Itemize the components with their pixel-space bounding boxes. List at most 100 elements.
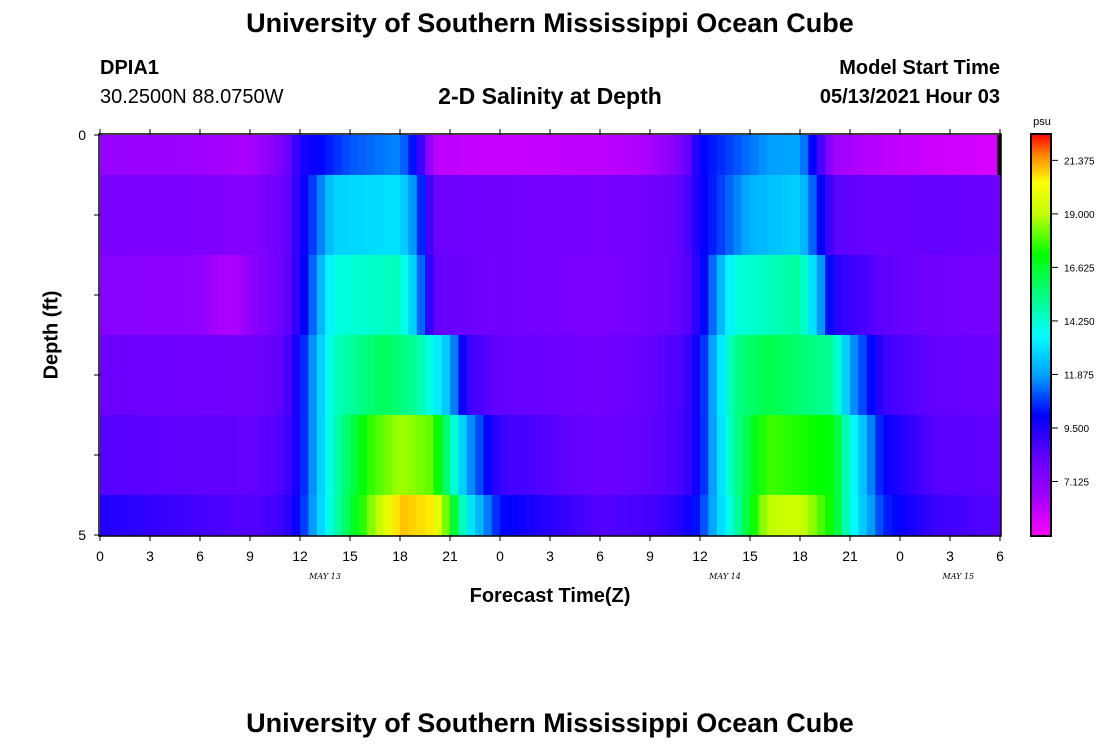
heatmap-cell [258,135,268,176]
heatmap-cell [583,175,593,256]
heatmap-cell [400,135,409,176]
heatmap-cell [500,175,509,256]
heatmap-cell [450,255,459,336]
heatmap-cell [625,135,634,176]
heatmap-cell [233,335,243,416]
heatmap-cell [208,175,218,256]
heatmap-cell [758,135,768,176]
heatmap-cell [200,175,209,256]
heatmap-cell [275,415,284,496]
heatmap-cell [383,415,393,496]
heatmap-cell [633,135,643,176]
heatmap-cell [900,135,909,176]
heatmap-cell [200,335,209,416]
heatmap-cell [575,255,584,336]
heatmap-cell [658,175,668,256]
heatmap-cell [158,495,168,536]
heatmap-cell [608,415,618,496]
heatmap-cell [500,495,509,536]
heatmap-cell [800,415,809,496]
heatmap-cell [533,335,543,416]
heatmap-cell [591,415,601,496]
heatmap-cell [358,255,368,336]
heatmap-cell [258,255,268,336]
heatmap-cell [683,135,693,176]
heatmap-cell [541,255,551,336]
heatmap-cell [508,255,518,336]
station-id: DPIA1 [100,57,159,79]
heatmap-cell [358,175,368,256]
heatmap-cell [783,135,793,176]
heatmap-cell [125,175,134,256]
date-label: MAY 13 [308,572,341,581]
heatmap-cell [275,175,284,256]
heatmap-cell [141,255,151,336]
heatmap-cell [750,335,759,416]
heatmap-cell [416,255,426,336]
heatmap-cell [133,175,143,256]
heatmap-cell [558,175,568,256]
heatmap-cell [450,495,459,536]
heatmap-cell [725,175,734,256]
heatmap-cell [391,135,401,176]
heatmap-cell [208,335,218,416]
heatmap-cell [825,135,834,176]
heatmap-cell [100,175,109,256]
heatmap-cell [375,135,384,176]
colorbar-unit-label: psu [1033,116,1051,128]
heatmap-cell [291,415,301,496]
heatmap-cell [133,335,143,416]
heatmap-cell [741,175,751,256]
heatmap-cell [908,335,918,416]
heatmap-cell [716,335,726,416]
heatmap-cell [425,495,434,536]
heatmap-cell [658,495,668,536]
heatmap-cell [850,175,859,256]
heatmap-cell [525,175,534,256]
heatmap-cell [558,255,568,336]
current-time-marker [997,135,1001,175]
heatmap-cell [891,495,901,536]
heatmap-cell [216,415,226,496]
heatmap-cell [941,135,951,176]
heatmap-cell [933,175,943,256]
heatmap-cell [233,415,243,496]
heatmap-cell [941,415,951,496]
heatmap-cell [725,335,734,416]
heatmap-cell [500,415,509,496]
heatmap-cell [750,255,759,336]
heatmap-cell [333,335,343,416]
heatmap-cell [466,255,476,336]
heatmap-cell [275,255,284,336]
heatmap-cell [450,175,459,256]
heatmap-cell [491,495,501,536]
heatmap-cell [458,415,468,496]
heatmap-cell [616,335,626,416]
heatmap-cell [625,335,634,416]
heatmap-cell [583,495,593,536]
heatmap-cell [200,495,209,536]
heatmap-cell [775,335,784,416]
heatmap-cell [100,335,109,416]
heatmap-cell [516,335,526,416]
heatmap-cell [883,255,893,336]
heatmap-cell [533,495,543,536]
heatmap-cell [383,335,393,416]
heatmap-cell [183,415,193,496]
heatmap-cell [658,335,668,416]
x-tick-label: 3 [546,548,554,564]
heatmap-cell [158,255,168,336]
heatmap-cell [291,255,301,336]
heatmap-cell [266,495,276,536]
heatmap-cell [541,335,551,416]
heatmap-cell [475,415,484,496]
heatmap-cell [866,335,876,416]
heatmap-cell [183,335,193,416]
heatmap-cell [658,415,668,496]
heatmap-cell [908,175,918,256]
heatmap-cell [800,175,809,256]
heatmap-cell [616,135,626,176]
heatmap-cell [450,415,459,496]
heatmap-cell [633,335,643,416]
heatmap-cell [525,255,534,336]
